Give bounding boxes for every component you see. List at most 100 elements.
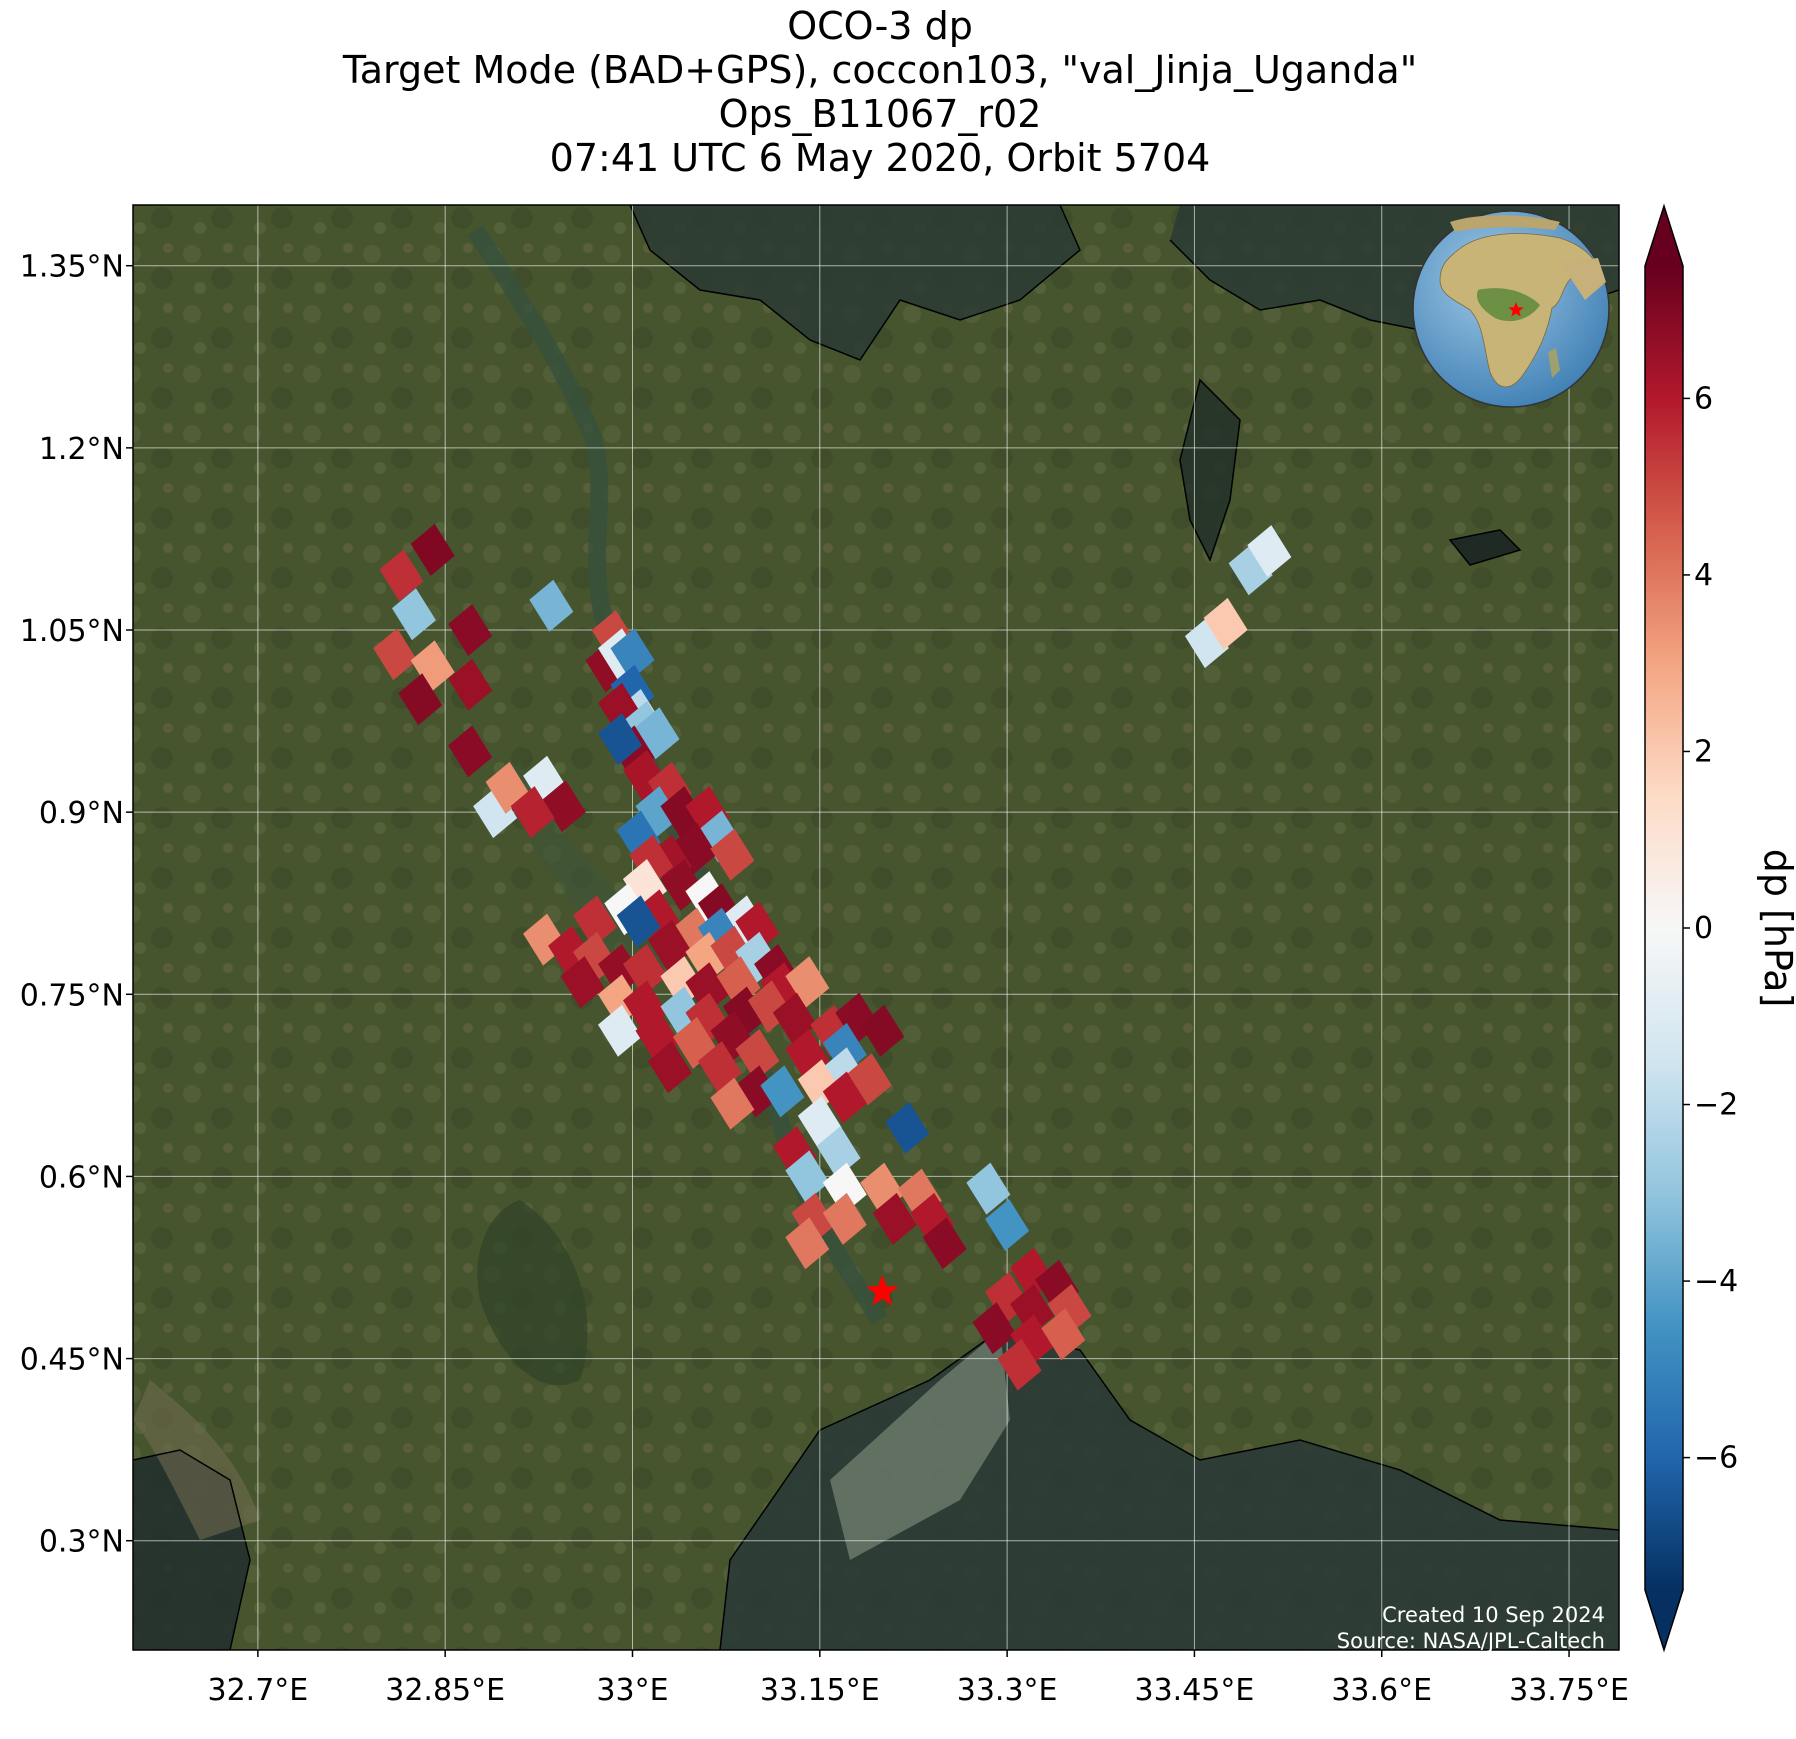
sounding-footprint bbox=[660, 956, 705, 1009]
sounding-footprint bbox=[816, 1126, 861, 1179]
coastline-kyoga bbox=[629, 205, 1081, 361]
sounding-footprint bbox=[616, 895, 661, 948]
globe-vegetation bbox=[1476, 288, 1540, 322]
colorbar-outline bbox=[1644, 203, 1684, 1653]
sounding-footprint bbox=[635, 707, 680, 760]
colorbar-tick-label: −4 bbox=[1694, 1264, 1738, 1299]
colorbar-tick-label: 4 bbox=[1694, 558, 1713, 593]
lake-kyoga-water bbox=[630, 205, 1080, 360]
sounding-footprint bbox=[672, 822, 717, 875]
sounding-footprint bbox=[635, 786, 680, 839]
sounding-footprint bbox=[560, 956, 605, 1009]
sounding-footprint bbox=[785, 1150, 830, 1203]
lat-tick-label: 0.6°N bbox=[39, 1160, 124, 1195]
sounding-footprint bbox=[1228, 543, 1273, 596]
sounding-footprint bbox=[735, 901, 780, 954]
sounding-footprint bbox=[647, 1041, 692, 1094]
sounding-footprint bbox=[410, 640, 455, 693]
sounding-footprint bbox=[822, 1071, 867, 1124]
sounding-footprint bbox=[785, 1217, 830, 1270]
sounding-footprint bbox=[1041, 1308, 1086, 1361]
title-line-2: Target Mode (BAD+GPS), coccon103, "val_J… bbox=[342, 48, 1418, 92]
lon-tick-label: 32.85°E bbox=[385, 1673, 505, 1708]
colorbar-tick-label: −2 bbox=[1694, 1088, 1738, 1123]
title-line-1: OCO-3 dp bbox=[787, 4, 973, 48]
lon-tick-label: 32.7°E bbox=[207, 1673, 308, 1708]
sounding-footprint bbox=[598, 944, 643, 996]
lat-tick-label: 1.35°N bbox=[20, 250, 124, 285]
target-marker bbox=[866, 1274, 899, 1306]
colorbar-ticks: −6 −4 −2 0 2 4 6 bbox=[1683, 381, 1738, 1476]
coastline-victoria bbox=[719, 1329, 1619, 1650]
globe-marker-icon bbox=[1508, 302, 1524, 317]
colorbar-tick-label: 2 bbox=[1694, 734, 1713, 769]
small-lake-water bbox=[1450, 530, 1520, 565]
sounding-footprint bbox=[791, 1192, 836, 1245]
sounding-footprint bbox=[822, 1192, 867, 1245]
sounding-footprint bbox=[847, 1053, 892, 1106]
colorbar-gradient bbox=[1645, 266, 1683, 1590]
sounding-footprint bbox=[922, 1217, 967, 1270]
sounding-footprint bbox=[1184, 616, 1229, 669]
coastline-small-lake bbox=[1448, 529, 1522, 566]
lat-tick-label: 0.45°N bbox=[20, 1343, 124, 1378]
sounding-footprint bbox=[629, 834, 674, 887]
latitude-axis: 0.3°N 0.45°N 0.6°N 0.75°N 0.9°N 1.05°N 1.2°N 1.… bbox=[20, 250, 133, 1560]
sounding-footprint bbox=[510, 786, 555, 839]
sounding-footprint bbox=[722, 986, 767, 1039]
sounding-footprint bbox=[997, 1338, 1042, 1391]
longitude-axis: 32.7°E 32.85°E 33°E 33.15°E 33.3°E 33.45°E 33.… bbox=[207, 1650, 1629, 1708]
sounding-footprint bbox=[1203, 597, 1248, 650]
sounding-footprint bbox=[822, 1162, 867, 1215]
globe-europe bbox=[1450, 215, 1560, 232]
figure-title: OCO-3 dp Target Mode (BAD+GPS), coccon10… bbox=[0, 4, 1760, 180]
cloud-patch bbox=[830, 1330, 1010, 1560]
sounding-footprint bbox=[448, 658, 493, 711]
colorbar-tick-label: −6 bbox=[1694, 1441, 1738, 1476]
sounding-footprint bbox=[598, 974, 643, 1027]
colorbar: −6 −4 −2 0 2 4 6 dp [hPa] bbox=[1644, 203, 1796, 1653]
lat-tick-label: 0.75°N bbox=[20, 978, 124, 1013]
lon-tick-label: 33.6°E bbox=[1331, 1673, 1432, 1708]
coastline-bisina bbox=[1179, 378, 1241, 562]
sounding-footprint bbox=[473, 786, 518, 839]
sounding-footprint bbox=[647, 919, 692, 972]
credit-source: Source: NASA/JPL-Caltech bbox=[1337, 1629, 1605, 1653]
sounding-footprint bbox=[529, 579, 574, 632]
basemap bbox=[133, 205, 1619, 1650]
globe-star-icon bbox=[1508, 302, 1524, 317]
colorbar-label: dp [hPa] bbox=[1756, 849, 1796, 1008]
sounding-footprint bbox=[1010, 1284, 1055, 1336]
sounding-footprint bbox=[610, 628, 655, 681]
sounding-footprint bbox=[785, 956, 830, 1009]
sounding-footprint bbox=[985, 1199, 1030, 1251]
sounding-footprints bbox=[373, 523, 1292, 1391]
sounding-footprint bbox=[448, 604, 493, 656]
colorbar-extend-min bbox=[1645, 1590, 1683, 1650]
sounding-footprint bbox=[760, 1065, 805, 1118]
credit-created: Created 10 Sep 2024 bbox=[1382, 1603, 1605, 1627]
lat-tick-label: 0.3°N bbox=[39, 1525, 124, 1560]
sounding-footprint bbox=[710, 1077, 755, 1130]
target-star-icon bbox=[866, 1274, 899, 1306]
sounding-footprint bbox=[966, 1162, 1011, 1215]
sounding-footprint bbox=[710, 828, 755, 881]
sounding-footprint bbox=[735, 1029, 780, 1081]
sounding-footprint bbox=[972, 1302, 1017, 1355]
sounding-footprint bbox=[1010, 1314, 1055, 1367]
sounding-footprint bbox=[573, 895, 618, 948]
sounding-footprint bbox=[373, 628, 418, 681]
title-line-3: Ops_B11067_r02 bbox=[718, 92, 1042, 136]
sounding-footprint bbox=[697, 1041, 742, 1094]
lat-tick-label: 0.9°N bbox=[39, 796, 124, 831]
sounding-footprint bbox=[598, 713, 643, 766]
sounding-footprint bbox=[410, 523, 455, 576]
sounding-footprint bbox=[872, 1192, 917, 1245]
sounding-footprint bbox=[772, 992, 817, 1045]
sounding-footprint bbox=[685, 962, 730, 1015]
sounding-footprint bbox=[1247, 525, 1292, 578]
sounding-footprint bbox=[685, 931, 730, 984]
lon-tick-label: 33.45°E bbox=[1135, 1673, 1255, 1708]
sounding-footprint bbox=[1047, 1284, 1092, 1336]
